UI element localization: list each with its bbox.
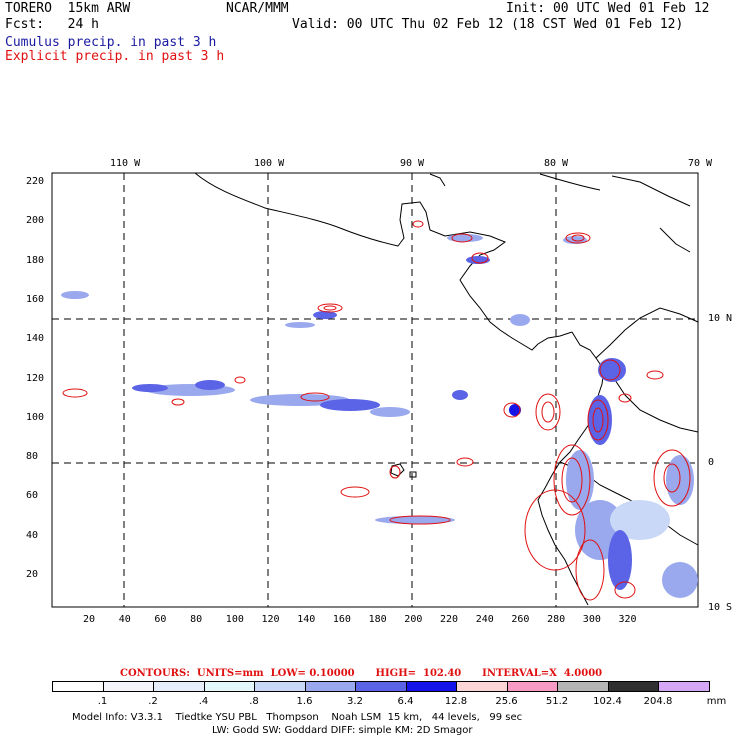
- lat-label: 0: [708, 457, 715, 468]
- lat-label: 10 S: [708, 602, 733, 613]
- colorbar-label: 6.4: [397, 696, 414, 707]
- y-tick-label: 100: [26, 411, 45, 423]
- lon-label: 70 W: [688, 158, 713, 169]
- colorbar-swatch: [456, 681, 508, 692]
- contours-info: CONTOURS: UNITS=mm LOW= 0.10000 HIGH= 10…: [120, 668, 603, 679]
- colorbar-swatch: [506, 681, 558, 692]
- field-explicit: Explicit precip. in past 3 h: [5, 49, 225, 64]
- x-tick-label: 40: [118, 614, 131, 625]
- lon-label: 110 W: [110, 158, 141, 169]
- valid-time: Valid: 00 UTC Thu 02 Feb 12 (18 CST Wed …: [292, 17, 684, 32]
- colorbar-label: mm: [706, 696, 727, 707]
- x-tick-label: 60: [154, 614, 167, 625]
- colorbar-swatch: [153, 681, 205, 692]
- lon-label: 80 W: [544, 158, 569, 169]
- lat-lon-grid: [52, 173, 698, 607]
- y-tick-label: 20: [26, 569, 39, 580]
- model-info-physics: LW: Godd SW: Goddard DIFF: simple KM: 2D…: [212, 725, 473, 736]
- colorbar-swatch: [557, 681, 609, 692]
- x-tick-label: 220: [440, 614, 459, 625]
- colorbar-label: 3.2: [347, 696, 363, 707]
- forecast-hour: Fcst: 24 h: [5, 17, 99, 32]
- colorbar-label: 51.2: [545, 696, 569, 707]
- colorbar-swatch: [52, 681, 104, 692]
- y-tick-label: 160: [26, 293, 45, 305]
- y-tick-label: 200: [26, 215, 45, 227]
- x-tick-label: 160: [332, 614, 351, 625]
- colorbar-swatch: [607, 681, 659, 692]
- y-tick-label: 120: [26, 372, 45, 384]
- colorbar-swatch: [658, 681, 710, 692]
- x-tick-label: 100: [225, 614, 244, 625]
- lat-label: 10 N: [708, 313, 733, 324]
- colorbar-label: 12.8: [444, 696, 468, 707]
- lon-label: 100 W: [254, 158, 285, 169]
- model-info: Model Info: V3.3.1 Tiedtke YSU PBL Thomp…: [72, 712, 523, 723]
- x-tick-label: 120: [261, 614, 280, 625]
- y-tick-label: 60: [26, 490, 39, 502]
- x-tick-label: 140: [297, 614, 316, 625]
- colorbar-label: 204.8: [643, 696, 673, 707]
- x-tick-label: 280: [547, 614, 566, 625]
- y-tick-label: 80: [26, 451, 39, 463]
- x-tick-label: 20: [83, 614, 96, 625]
- explicit-precip: [62, 220, 691, 601]
- x-tick-label: 240: [475, 614, 494, 625]
- y-tick-label: 180: [26, 254, 45, 266]
- colorbar-label: .8: [249, 696, 259, 707]
- colorbar-label: 102.4: [593, 696, 622, 707]
- colorbar-label: .2: [148, 696, 158, 707]
- plot-frame: [51, 172, 699, 608]
- colorbar-label: .4: [198, 696, 209, 707]
- init-time: Init: 00 UTC Wed 01 Feb 12: [506, 1, 710, 16]
- colorbar-swatch: [405, 681, 457, 692]
- y-tick-label: 40: [26, 529, 39, 541]
- y-tick-label: 220: [26, 176, 45, 187]
- cumulus-precip: [61, 234, 698, 598]
- model-title: TORERO 15km ARW: [5, 1, 131, 16]
- colorbar-swatch: [355, 681, 407, 692]
- x-tick-label: 300: [582, 614, 601, 625]
- x-tick-label: 260: [511, 614, 530, 625]
- x-tick-label: 80: [190, 614, 203, 625]
- colorbar-swatch: [102, 681, 154, 692]
- colorbar-swatch: [304, 681, 356, 692]
- colorbar-label: .1: [97, 696, 108, 707]
- lon-label: 90 W: [400, 158, 425, 169]
- colorbar-swatch: [203, 681, 255, 692]
- x-tick-label: 320: [618, 614, 637, 625]
- colorbar-label: 1.6: [296, 696, 313, 707]
- y-tick-label: 140: [26, 333, 45, 345]
- field-cumulus: Cumulus precip. in past 3 h: [5, 35, 217, 50]
- colorbar-label: 25.6: [495, 696, 518, 707]
- x-tick-label: 200: [404, 614, 423, 625]
- organization: NCAR/MMM: [226, 1, 289, 16]
- colorbar-swatch: [254, 681, 306, 692]
- x-tick-label: 180: [368, 614, 387, 625]
